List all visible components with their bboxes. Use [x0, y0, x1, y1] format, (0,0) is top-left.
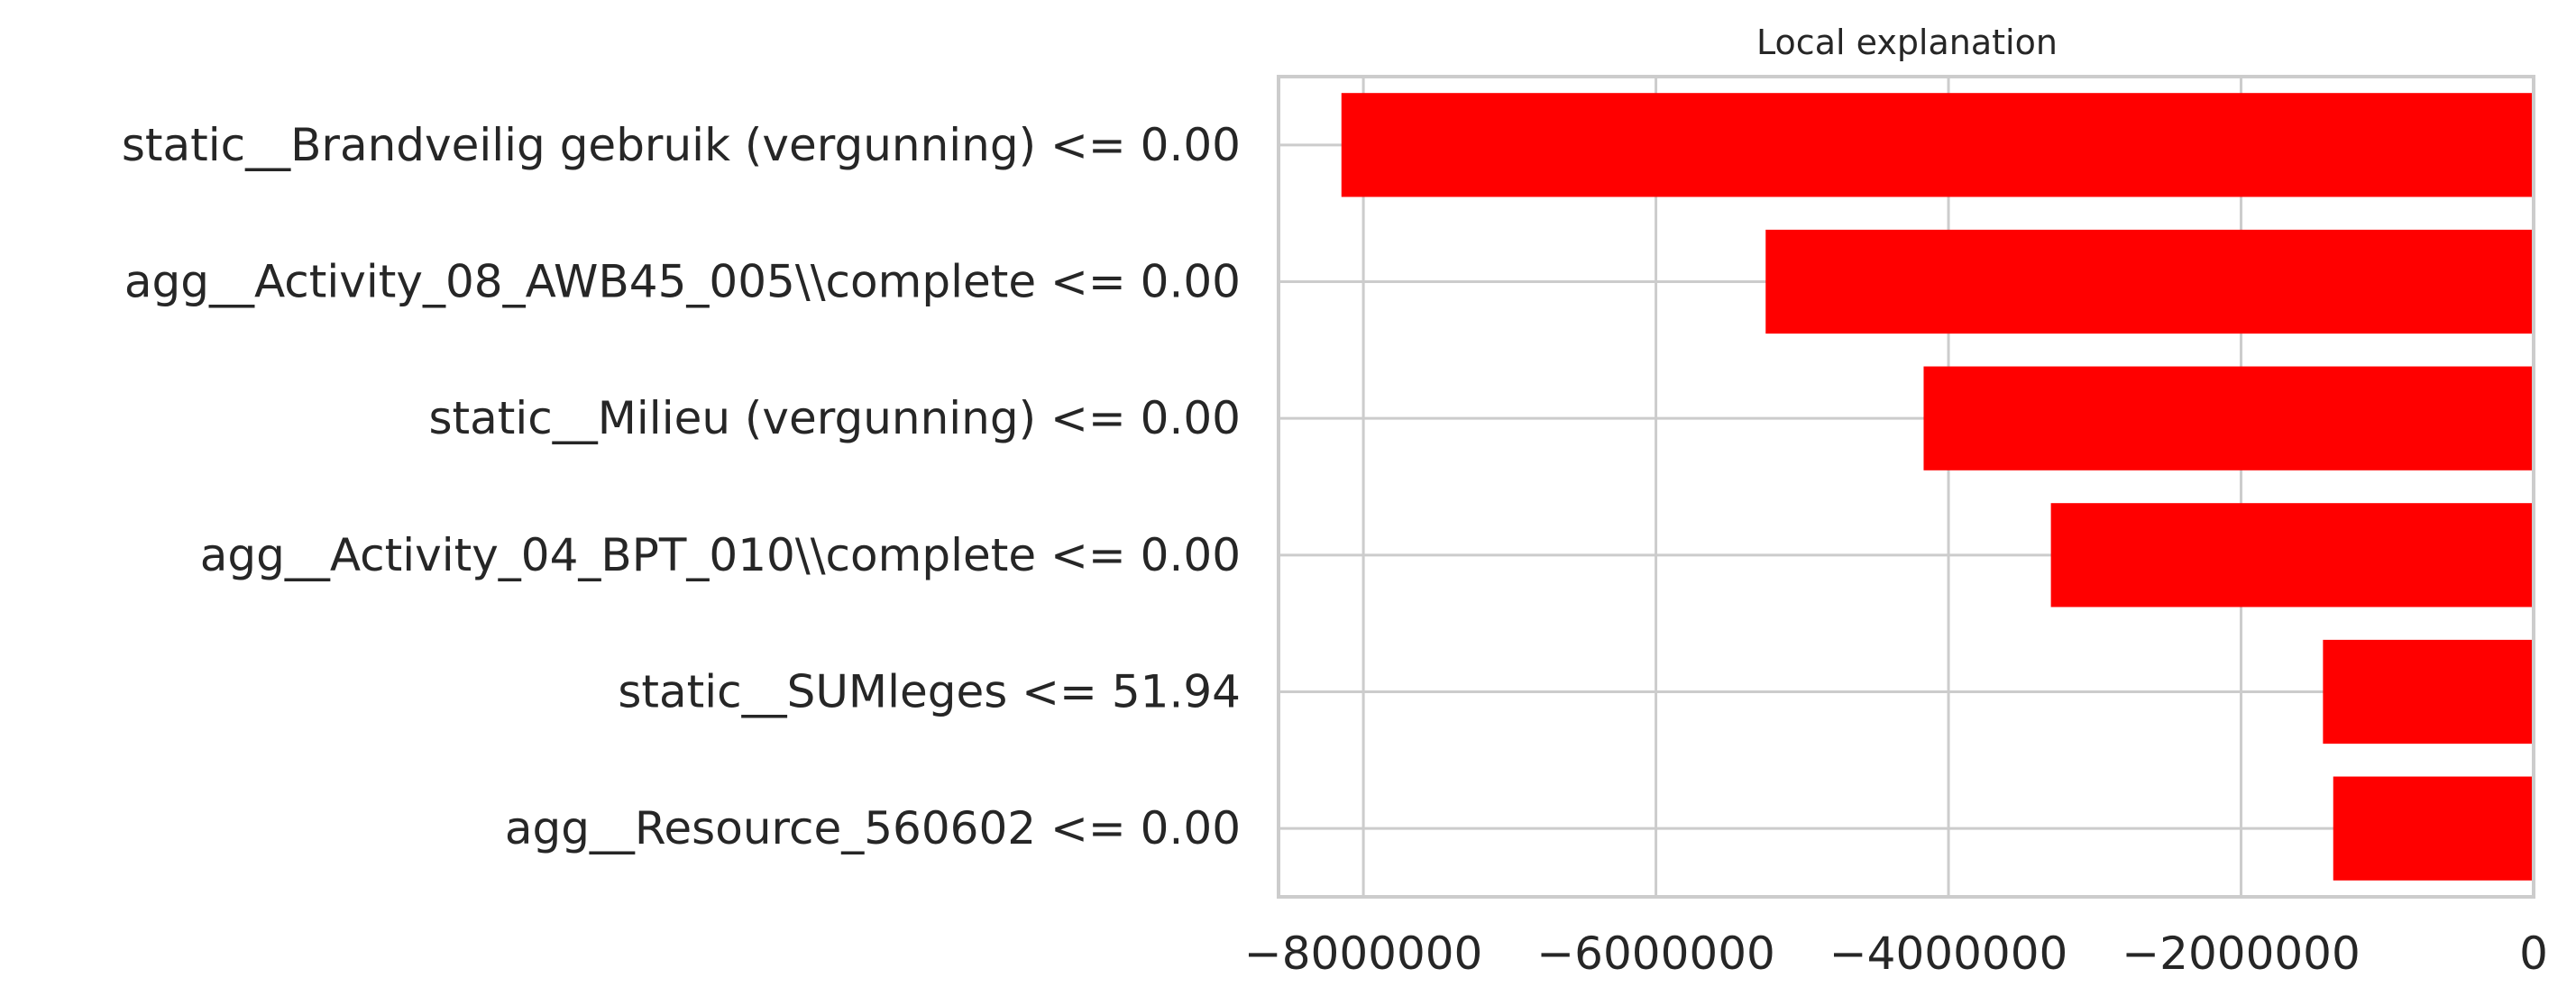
bar — [2333, 776, 2534, 881]
y-tick-label: static__Brandveilig gebruik (vergunning)… — [122, 119, 1241, 171]
bars — [1341, 93, 2534, 881]
y-tick-label: agg__Activity_08_AWB45_005\\complete <= … — [124, 256, 1241, 308]
y-tick-label: static__Milieu (vergunning) <= 0.00 — [428, 392, 1241, 444]
plot-frame — [1277, 75, 2535, 899]
x-tick-label: −2000000 — [2122, 927, 2361, 980]
bar — [2050, 503, 2534, 608]
y-axis-labels: static__Brandveilig gebruik (vergunning)… — [122, 119, 1241, 854]
chart-title: Local explanation — [1756, 23, 2058, 62]
bar — [1765, 229, 2534, 334]
y-tick-label: agg__Activity_04_BPT_010\\complete <= 0.… — [200, 529, 1241, 581]
y-tick-label: static__SUMleges <= 51.94 — [618, 666, 1241, 718]
bar — [1341, 93, 2534, 197]
grid-lines — [1279, 77, 2535, 897]
x-tick-label: −4000000 — [1829, 927, 2068, 980]
x-tick-label: −6000000 — [1536, 927, 1775, 980]
bar — [2323, 639, 2534, 745]
x-tick-label: −8000000 — [1244, 927, 1483, 980]
bar — [1923, 366, 2534, 471]
x-axis-tick-labels: −8000000 −6000000 −4000000 −2000000 0 — [1244, 927, 2548, 980]
y-tick-label: agg__Resource_560602 <= 0.00 — [505, 802, 1241, 854]
x-tick-label: 0 — [2519, 927, 2548, 980]
